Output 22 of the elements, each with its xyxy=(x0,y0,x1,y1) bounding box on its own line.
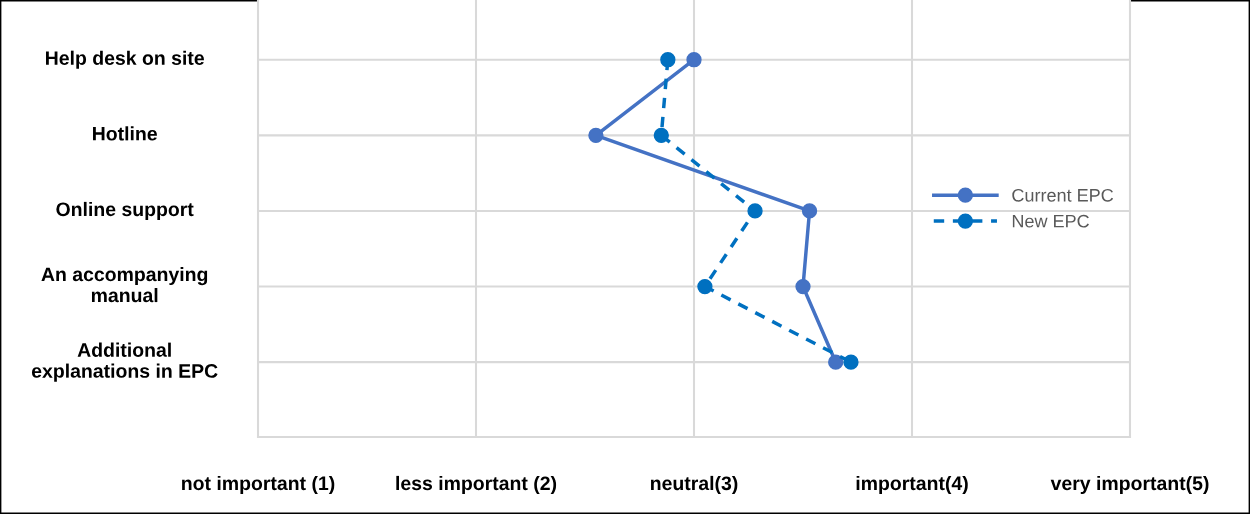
x-tick-label: neutral(3) xyxy=(650,475,738,495)
point xyxy=(697,278,713,295)
y-tick-label: Hotline xyxy=(93,126,157,141)
x-tick-label: very important(5) xyxy=(1050,475,1209,495)
point xyxy=(828,354,844,370)
x-tick-label: less important (2) xyxy=(396,475,557,495)
x-tick-label: important(4) xyxy=(856,475,968,495)
point xyxy=(653,127,669,143)
legend-label: Current EPC xyxy=(1012,188,1114,202)
point xyxy=(843,354,859,370)
y-tick-label: Help desk on site xyxy=(46,50,204,69)
point xyxy=(801,203,818,219)
point xyxy=(795,278,811,295)
point xyxy=(686,52,702,68)
y-tick-label: Additional explanations in EPC xyxy=(31,342,218,382)
y-tick-label: An accompanying manual xyxy=(41,266,208,303)
point xyxy=(588,127,604,143)
x-tick-label: not important (1) xyxy=(182,475,335,495)
legend-label: New EPC xyxy=(1012,214,1089,228)
point xyxy=(747,203,763,219)
point xyxy=(660,52,676,68)
y-tick-label: Online support xyxy=(56,201,194,220)
